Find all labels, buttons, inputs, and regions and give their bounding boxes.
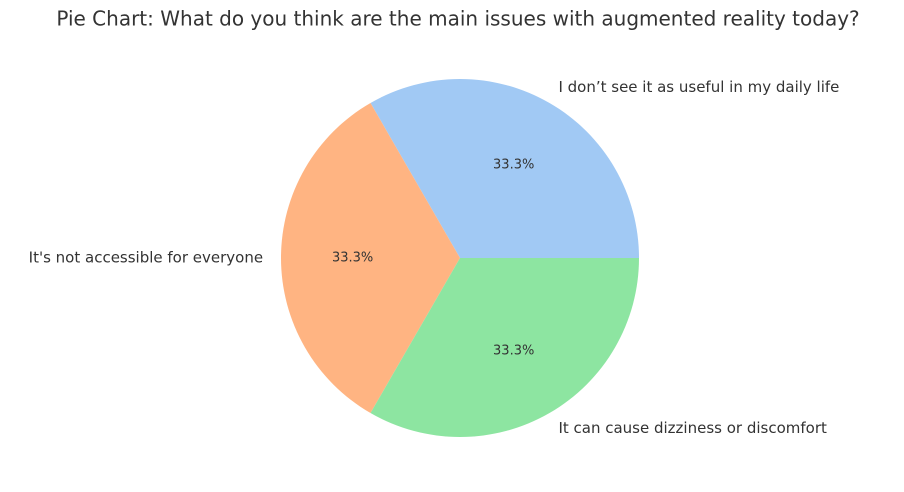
percent-label: 33.3% [332, 251, 373, 266]
chart-title: Pie Chart: What do you think are the mai… [56, 7, 859, 31]
pie-slice [370, 258, 639, 437]
slice-label: It can cause dizziness or discomfort [558, 419, 827, 437]
percent-label: 33.3% [493, 157, 534, 172]
slice-label: I don’t see it as useful in my daily lif… [558, 78, 839, 96]
percent-label: 33.3% [493, 344, 534, 359]
pie-slice [370, 79, 639, 258]
slice-label: It's not accessible for everyone [29, 249, 263, 267]
